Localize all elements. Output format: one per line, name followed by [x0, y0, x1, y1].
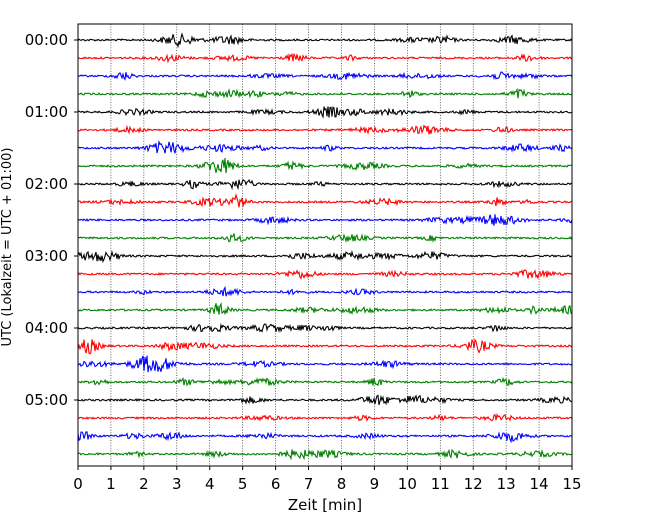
x-tick-label: 11	[431, 475, 450, 493]
x-tick-label: 9	[370, 475, 380, 493]
x-tick-label: 15	[562, 475, 581, 493]
y-tick-label: 01:00	[25, 103, 68, 121]
trace-line	[77, 431, 573, 444]
x-tick-label: 7	[304, 475, 314, 493]
trace-line	[77, 106, 573, 119]
trace-line	[77, 338, 573, 355]
x-tick-label: 2	[139, 475, 149, 493]
x-axis-label: Zeit [min]	[288, 496, 362, 514]
grid-lines	[110, 24, 540, 466]
trace-line	[77, 32, 573, 49]
trace-line	[77, 124, 573, 135]
plot-frame	[77, 23, 573, 467]
trace-line	[77, 250, 573, 264]
trace-line	[77, 214, 573, 226]
x-tick-label: 10	[398, 475, 417, 493]
trace-line	[77, 178, 573, 191]
trace-line	[77, 157, 573, 173]
y-tick-label: 05:00	[25, 391, 68, 409]
x-tick-label: 4	[205, 475, 215, 493]
trace-line	[77, 412, 573, 422]
trace-line	[77, 193, 573, 208]
y-tick-label: 04:00	[25, 319, 68, 337]
x-tick-label: 5	[238, 475, 248, 493]
x-axis-ticks: 0 1 2 3 4 5 6 7 8 9 10 11 12 13 14 15	[73, 466, 582, 493]
seismic-traces	[77, 32, 573, 461]
x-tick-label: 6	[271, 475, 281, 493]
trace-line	[77, 71, 573, 81]
trace-line	[77, 376, 573, 387]
y-axis-ticks: 00:00 01:00 02:00 03:00 04:00 05:00	[25, 31, 78, 409]
trace-line	[77, 139, 573, 154]
x-tick-label: 1	[106, 475, 116, 493]
x-tick-label: 14	[530, 475, 549, 493]
trace-line	[77, 302, 573, 316]
trace-line	[77, 448, 573, 461]
x-tick-label: 3	[172, 475, 182, 493]
trace-line	[77, 285, 573, 297]
trace-line	[77, 269, 573, 280]
trace-line	[77, 233, 573, 244]
trace-line	[77, 322, 573, 334]
y-tick-label: 00:00	[25, 31, 68, 49]
x-tick-label: 13	[497, 475, 516, 493]
y-axis-label: UTC (Lokalzeit = UTC + 01:00)	[0, 148, 15, 347]
trace-line	[77, 394, 573, 406]
trace-line	[77, 355, 573, 373]
trace-line	[77, 52, 573, 64]
trace-line	[77, 87, 573, 99]
y-tick-label: 03:00	[25, 247, 68, 265]
y-tick-label: 02:00	[25, 175, 68, 193]
x-tick-label: 12	[464, 475, 483, 493]
x-tick-label: 0	[73, 475, 83, 493]
x-tick-label: 8	[337, 475, 347, 493]
